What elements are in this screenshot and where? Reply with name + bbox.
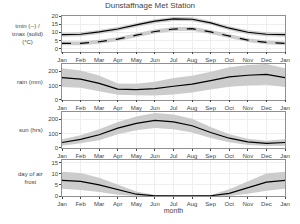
svg-text:Jul: Jul [170,105,178,111]
svg-text:200: 200 [48,116,59,122]
svg-text:10: 10 [52,171,59,177]
svg-text:Sep: Sep [205,57,216,63]
svg-text:month: month [164,207,184,214]
svg-text:Dec: Dec [261,105,272,111]
svg-text:15: 15 [52,160,59,166]
svg-text:Apr: Apr [113,201,122,207]
svg-text:0: 0 [55,46,59,52]
svg-text:15: 15 [52,21,59,27]
svg-text:Apr: Apr [113,105,122,111]
svg-text:Aug: Aug [187,201,198,207]
svg-text:Jan: Jan [280,105,290,111]
svg-text:Dunstaffnage Met Station: Dunstaffnage Met Station [105,1,195,10]
svg-text:5: 5 [55,38,59,44]
svg-text:Mar: Mar [94,153,104,159]
svg-text:Oct: Oct [225,57,235,63]
svg-text:Jun: Jun [150,105,160,111]
svg-text:Nov: Nov [242,105,253,111]
svg-text:Oct: Oct [225,201,235,207]
svg-text:Jan: Jan [57,153,67,159]
svg-text:Mar: Mar [94,57,104,63]
svg-text:Dec: Dec [261,57,272,63]
svg-text:Jan: Jan [280,153,290,159]
svg-text:Aug: Aug [187,153,198,159]
svg-text:0: 0 [55,193,59,199]
svg-text:May: May [131,57,142,63]
svg-text:Jun: Jun [150,201,160,207]
svg-text:0: 0 [55,145,59,151]
svg-text:5: 5 [55,182,59,188]
svg-text:100: 100 [48,131,59,137]
svg-text:Mar: Mar [94,201,104,207]
svg-text:rain (mm): rain (mm) [17,79,43,85]
svg-text:Dec: Dec [261,201,272,207]
svg-text:Jan: Jan [57,105,67,111]
svg-text:Feb: Feb [75,57,86,63]
svg-text:200: 200 [48,68,59,74]
svg-text:Aug: Aug [187,57,198,63]
svg-text:Apr: Apr [113,153,122,159]
svg-text:May: May [131,105,142,111]
svg-text:Jan: Jan [280,201,290,207]
svg-text:Sep: Sep [205,105,216,111]
svg-text:Oct: Oct [225,105,235,111]
svg-text:Jul: Jul [170,57,178,63]
svg-text:day of airfrost: day of airfrost [18,171,43,185]
svg-text:Apr: Apr [113,57,122,63]
svg-text:Jun: Jun [150,153,160,159]
svg-text:Jun: Jun [150,57,160,63]
svg-text:Jul: Jul [170,201,178,207]
svg-text:Jan: Jan [57,201,67,207]
svg-text:Jul: Jul [170,153,178,159]
svg-text:20: 20 [52,13,59,19]
svg-text:Jan: Jan [57,57,67,63]
svg-text:Feb: Feb [75,105,86,111]
svg-text:Feb: Feb [75,201,86,207]
svg-text:May: May [131,153,142,159]
svg-text:Sep: Sep [205,201,216,207]
svg-text:Feb: Feb [75,153,86,159]
svg-text:Dec: Dec [261,153,272,159]
svg-text:Sep: Sep [205,153,216,159]
svg-text:tmin (--) /tmax (solid)(°C): tmin (--) /tmax (solid)(°C) [12,23,43,45]
svg-text:10: 10 [52,29,59,35]
svg-text:0: 0 [55,97,59,103]
svg-text:Nov: Nov [242,201,253,207]
svg-text:Aug: Aug [187,105,198,111]
svg-text:Oct: Oct [225,153,235,159]
svg-text:Nov: Nov [242,153,253,159]
svg-text:100: 100 [48,83,59,89]
svg-text:Jan: Jan [280,57,290,63]
svg-text:Mar: Mar [94,105,104,111]
svg-text:Nov: Nov [242,57,253,63]
svg-text:sun (hrs): sun (hrs) [19,127,43,133]
svg-text:May: May [131,201,142,207]
